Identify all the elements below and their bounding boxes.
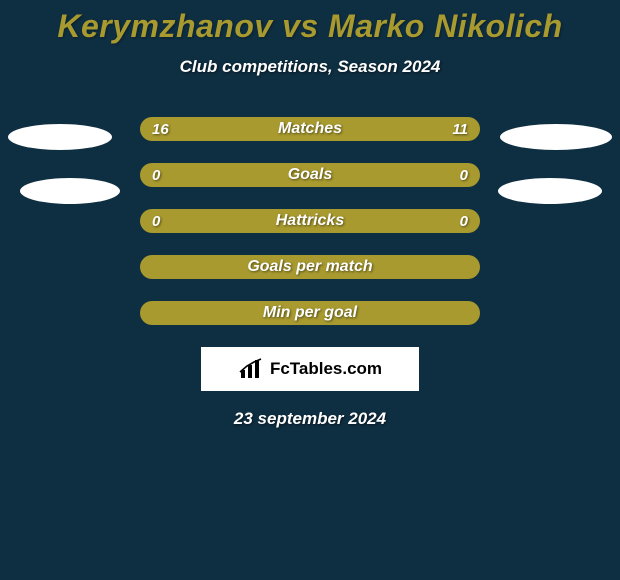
stat-label: Min per goal — [263, 304, 357, 322]
stat-bar: 16 Matches 11 — [140, 117, 480, 141]
logo-box: FcTables.com — [201, 347, 419, 391]
stat-label: Goals per match — [247, 258, 372, 276]
stat-left-value: 16 — [152, 121, 169, 138]
stat-left-value: 0 — [152, 167, 160, 184]
logo-text: FcTables.com — [270, 359, 382, 379]
stat-right-value: 0 — [460, 213, 468, 230]
subtitle: Club competitions, Season 2024 — [0, 57, 620, 77]
stat-right-value: 11 — [452, 121, 468, 138]
stat-right-value: 0 — [460, 167, 468, 184]
player-ellipse — [8, 124, 112, 150]
player-ellipse — [500, 124, 612, 150]
stat-label: Goals — [288, 166, 332, 184]
player-ellipse — [20, 178, 120, 204]
stat-bar: Min per goal — [140, 301, 480, 325]
stat-label: Hattricks — [276, 212, 344, 230]
stat-bar: 0 Goals 0 — [140, 163, 480, 187]
stat-left-value: 0 — [152, 213, 160, 230]
date-text: 23 september 2024 — [0, 409, 620, 429]
stat-bar: 0 Hattricks 0 — [140, 209, 480, 233]
page-title: Kerymzhanov vs Marko Nikolich — [0, 0, 620, 45]
stat-bar: Goals per match — [140, 255, 480, 279]
chart-icon — [238, 358, 266, 380]
infographic-container: Kerymzhanov vs Marko Nikolich Club compe… — [0, 0, 620, 580]
stat-label: Matches — [278, 120, 342, 138]
player-ellipse — [498, 178, 602, 204]
